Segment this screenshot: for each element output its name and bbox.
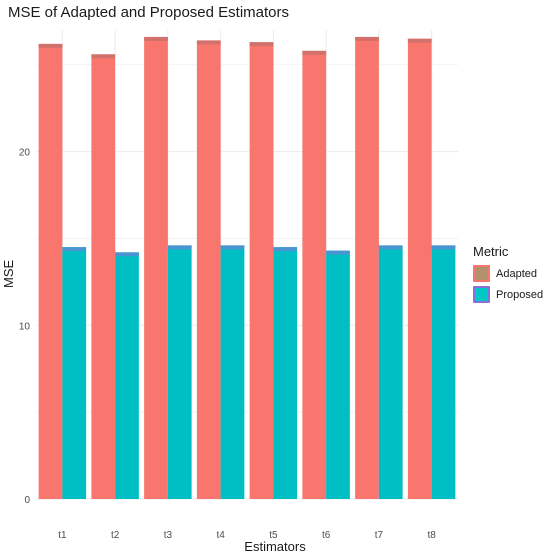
- bar-proposed-t1: [62, 247, 87, 499]
- x-tick-label: t2: [111, 530, 120, 541]
- bar-top-edge: [115, 252, 139, 257]
- x-tick-label: t1: [58, 530, 67, 541]
- bar-top-edge: [326, 250, 350, 255]
- x-tick-label: t8: [427, 530, 436, 541]
- y-axis-label: MSE: [1, 259, 16, 288]
- legend-swatch-proposed: [473, 286, 490, 303]
- x-tick-label: t4: [216, 530, 225, 541]
- bar-top-edge: [38, 43, 63, 48]
- legend-item-adapted: Adapted: [473, 263, 543, 284]
- legend-label-proposed: Proposed: [496, 288, 544, 301]
- legend-title: Metric: [473, 244, 509, 259]
- bar-proposed-t5: [273, 247, 298, 499]
- x-axis-label: Estimators: [244, 539, 306, 554]
- bar-adapted-t3: [144, 36, 168, 499]
- bar-proposed-t4: [220, 245, 245, 499]
- y-tick-label: 20: [19, 148, 31, 159]
- bar-top-edge: [196, 40, 221, 45]
- legend-swatch-adapted: [473, 265, 490, 282]
- x-tick-label: t6: [322, 530, 331, 541]
- bar-adapted-t7: [355, 36, 379, 499]
- bar-proposed-t6: [326, 250, 350, 499]
- bar-adapted-t2: [91, 54, 116, 500]
- bar-top-edge: [249, 42, 274, 47]
- bar-proposed-t2: [115, 252, 139, 499]
- x-tick-label: t3: [164, 530, 173, 541]
- bar-top-edge: [91, 54, 116, 59]
- bar-top-edge: [355, 36, 379, 41]
- bar-top-edge: [378, 245, 403, 250]
- x-tick-label: t7: [375, 530, 384, 541]
- bar-adapted-t8: [407, 38, 432, 500]
- legend-item-proposed: Proposed: [473, 284, 543, 305]
- bar-adapted-t5: [249, 42, 274, 499]
- bar-top-edge: [144, 36, 168, 41]
- bar-proposed-t3: [167, 245, 192, 499]
- legend-label-adapted: Adapted: [496, 267, 537, 280]
- bars: [38, 36, 456, 500]
- bar-top-edge: [167, 245, 192, 250]
- legend: Metric Adapted Proposed: [473, 244, 543, 305]
- bar-proposed-t7: [378, 245, 403, 499]
- bar-top-edge: [302, 50, 327, 55]
- tick-labels: 0 10 20 t1 t2 t3 t4 t5 t6 t7 t8: [19, 148, 436, 541]
- bar-top-edge: [220, 245, 245, 250]
- y-tick-label: 10: [19, 321, 31, 332]
- bar-top-edge: [407, 38, 432, 43]
- bar-top-edge: [62, 247, 87, 252]
- x-tick-label: t5: [269, 530, 278, 541]
- bar-top-edge: [273, 247, 298, 252]
- chart-title: MSE of Adapted and Proposed Estimators: [8, 4, 289, 21]
- bar-top-edge: [431, 245, 456, 250]
- bar-proposed-t8: [431, 245, 456, 499]
- bar-adapted-t1: [38, 43, 63, 499]
- bar-adapted-t6: [302, 50, 327, 499]
- bar-adapted-t4: [196, 40, 221, 500]
- y-tick-label: 0: [24, 495, 30, 506]
